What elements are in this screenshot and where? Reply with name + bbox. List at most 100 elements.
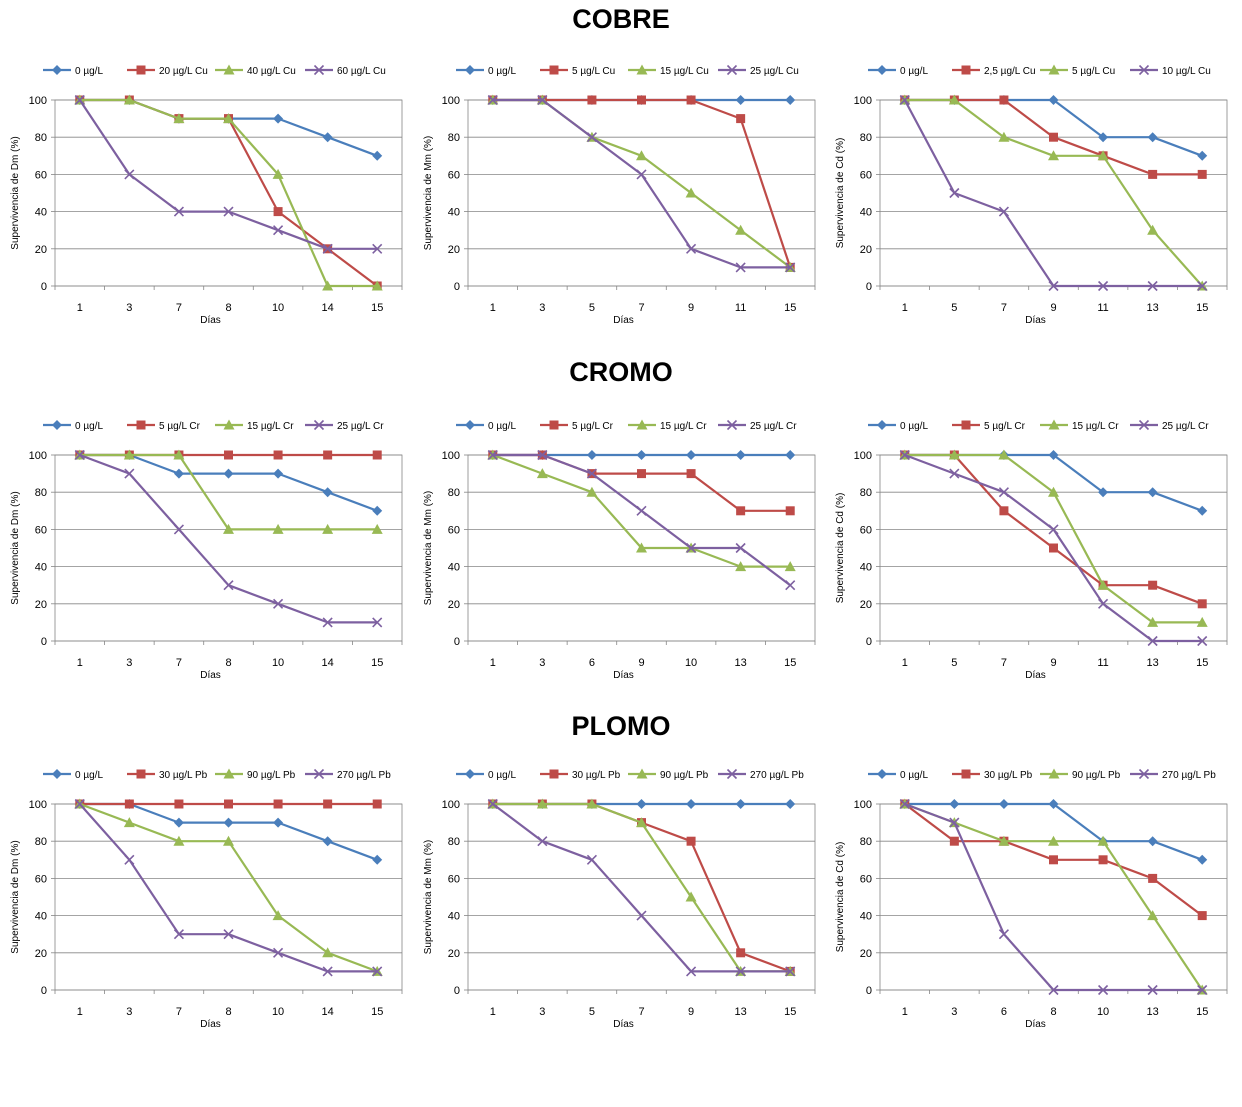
x-tick-label: 9 — [688, 1006, 694, 1018]
legend-marker — [52, 420, 62, 430]
y-tick-label: 80 — [860, 132, 872, 144]
chart-cromo-mm: 0 20 40 60 80 100 1 3 6 9 10 13 15 Días Supervivencia … — [418, 413, 828, 753]
y-tick-label: 0 — [454, 636, 460, 648]
data-point — [1048, 984, 1059, 996]
line-chart-svg: 0 20 40 60 80 100 1 3 7 8 10 14 15 Días Supervivencia … — [10, 64, 403, 326]
series-line — [79, 98, 378, 288]
data-point — [487, 94, 498, 106]
y-tick-label: 0 — [454, 985, 460, 997]
y-tick-label: 40 — [35, 562, 47, 574]
x-tick-label: 11 — [1097, 302, 1108, 314]
series-line — [79, 453, 378, 624]
legend-label: 0 µg/L — [75, 421, 103, 432]
legend-marker — [726, 419, 738, 431]
series-line — [904, 453, 1203, 624]
data-point — [587, 95, 597, 105]
data-point — [173, 835, 185, 846]
data-point — [1147, 635, 1158, 647]
y-tick-label: 20 — [860, 948, 872, 960]
legend-label: 0 µg/L — [75, 66, 103, 77]
data-point — [1048, 835, 1059, 846]
y-tick-label: 80 — [860, 836, 872, 848]
series-line — [79, 802, 378, 973]
series-line — [492, 98, 791, 269]
x-tick-label: 1 — [490, 1006, 496, 1018]
plot-area-border — [54, 454, 403, 642]
data-point — [998, 206, 1009, 217]
plot-area-border — [467, 99, 816, 287]
x-tick-label: 3 — [539, 302, 545, 314]
legend-label: 30 µg/L Pb — [572, 770, 621, 781]
legend-entry: 90 µg/L Pb — [215, 768, 296, 781]
legend-label: 15 µg/L Cr — [1072, 421, 1119, 432]
data-point — [272, 910, 284, 921]
data-point — [735, 95, 746, 105]
y-tick-label: 40 — [860, 207, 872, 219]
data-point — [1048, 799, 1059, 809]
x-axis-title: Días — [613, 670, 634, 681]
data-point — [372, 450, 382, 460]
x-tick-label: 9 — [1050, 657, 1056, 669]
data-point — [636, 150, 647, 161]
data-point — [487, 449, 498, 461]
x-tick-label: 1 — [902, 302, 908, 314]
data-point — [636, 910, 647, 921]
data-point — [1097, 150, 1109, 161]
data-point — [372, 505, 383, 516]
y-tick-label: 60 — [860, 524, 872, 536]
data-point — [124, 799, 134, 809]
x-tick-label: 9 — [688, 302, 694, 314]
x-tick-label: 5 — [589, 302, 595, 314]
x-tick-label: 13 — [1147, 302, 1159, 314]
legend-label: 270 µg/L Pb — [337, 770, 391, 781]
data-point — [899, 94, 910, 106]
y-tick-label: 20 — [860, 599, 872, 611]
data-point — [1049, 543, 1058, 553]
data-point — [998, 449, 1010, 460]
legend-entry: 0 µg/L — [43, 420, 103, 432]
data-point — [1049, 132, 1058, 142]
legend-marker — [223, 64, 235, 75]
y-axis-title: Supervivencia de Cd (%) — [835, 842, 846, 953]
legend-marker — [726, 64, 738, 76]
legend-label: 30 µg/L Pb — [159, 770, 208, 781]
data-point — [173, 206, 184, 217]
legend-entry: 0 µg/L — [868, 420, 928, 432]
y-tick-label: 80 — [35, 487, 47, 499]
y-axis-title: Supervivencia de Cd (%) — [835, 138, 846, 249]
series-line — [904, 802, 1204, 991]
x-tick-label: 8 — [225, 1006, 231, 1018]
legend-entry: 30 µg/L Pb — [127, 769, 208, 781]
data-point — [537, 449, 548, 461]
data-point — [223, 580, 234, 591]
data-point — [1147, 836, 1158, 847]
data-point — [536, 468, 548, 479]
data-point — [1048, 280, 1059, 292]
data-point — [785, 506, 795, 516]
x-tick-label: 7 — [176, 657, 182, 669]
section-title-cromo: CROMO — [569, 357, 673, 387]
data-point — [74, 449, 85, 461]
x-axis-title: Días — [200, 670, 221, 681]
data-point — [223, 113, 234, 124]
legend-marker — [136, 65, 146, 75]
legend-marker — [136, 420, 146, 430]
legend-marker — [961, 420, 971, 430]
data-point — [323, 799, 333, 809]
legend-label: 25 µg/L Cu — [750, 66, 799, 77]
data-point — [1097, 835, 1109, 846]
legend-entry: 0 µg/L — [456, 769, 516, 781]
y-tick-label: 0 — [41, 281, 47, 293]
data-point — [322, 617, 333, 628]
legend-label: 0 µg/L — [488, 770, 516, 781]
legend-marker — [1048, 64, 1060, 75]
data-point — [173, 113, 185, 124]
data-point — [1147, 224, 1159, 235]
data-point — [735, 966, 746, 977]
legend-marker — [465, 769, 475, 779]
legend-entry: 270 µg/L Pb — [718, 768, 804, 781]
data-point — [537, 94, 548, 106]
x-tick-label: 10 — [1097, 1006, 1109, 1018]
data-point — [686, 469, 696, 479]
